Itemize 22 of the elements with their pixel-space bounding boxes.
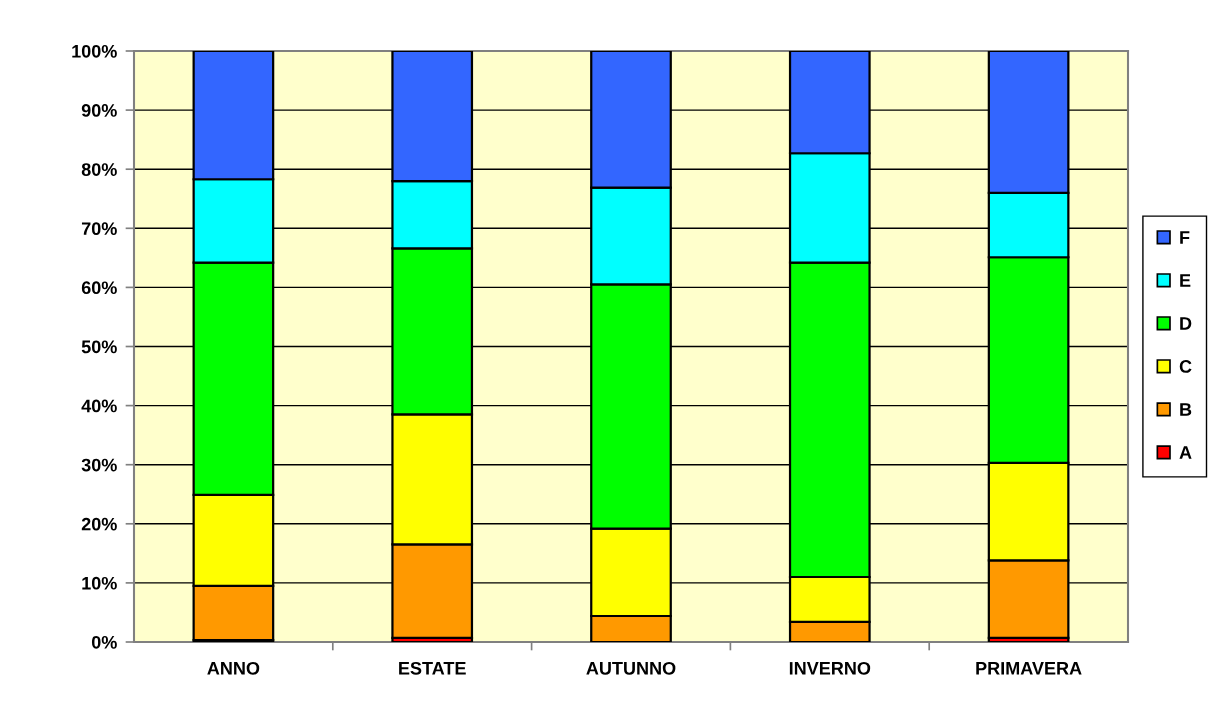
- legend-label: A: [1179, 446, 1192, 459]
- y-tick-label: 70%: [81, 222, 117, 236]
- y-tick-label: 50%: [81, 340, 117, 354]
- y-tick-label: 20%: [81, 517, 117, 531]
- legend-label: D: [1180, 317, 1192, 330]
- y-tick-label: 90%: [81, 104, 117, 117]
- legend-label: E: [1180, 274, 1191, 287]
- y-tick-label: 0%: [91, 635, 117, 649]
- x-tick-label: ANNO: [207, 661, 260, 675]
- legend-label: C: [1179, 360, 1192, 373]
- y-tick-label: 40%: [81, 399, 117, 413]
- x-tick-label: ESTATE: [399, 661, 466, 675]
- y-tick-label: 10%: [82, 576, 117, 590]
- y-tick-label: 30%: [81, 458, 117, 472]
- legend-label: F: [1180, 231, 1190, 244]
- x-tick-label: PRIMAVERA: [976, 662, 1082, 675]
- y-tick-label: 100%: [72, 44, 117, 58]
- y-tick-label: 60%: [81, 281, 117, 295]
- legend-label: B: [1180, 403, 1192, 416]
- x-tick-label: INVERNO: [789, 661, 871, 675]
- x-tick-label: AUTUNNO: [586, 661, 676, 675]
- y-tick-label: 80%: [81, 163, 117, 176]
